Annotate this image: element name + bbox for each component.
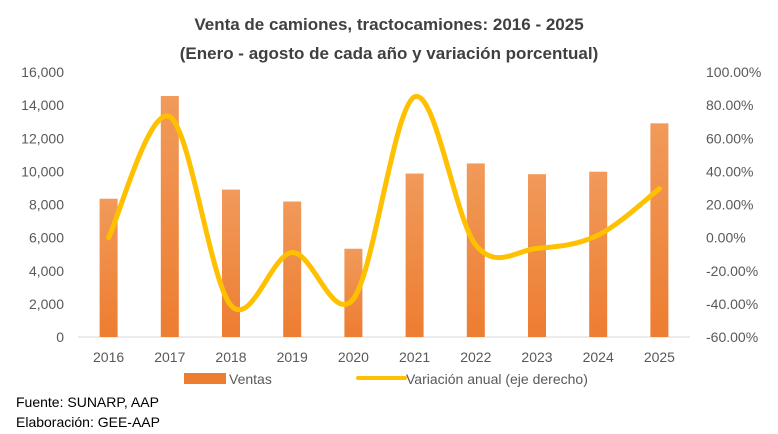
left-axis: 0 2,000 4,000 6,000 8,000 10,000 12,000 14,000 1… [21, 64, 64, 345]
left-tick-label: 6,000 [29, 230, 64, 246]
right-tick-label: -40.00% [706, 296, 758, 312]
x-tick-label: 2022 [460, 349, 491, 365]
right-tick-label: -20.00% [706, 263, 758, 279]
left-tick-label: 4,000 [29, 263, 64, 279]
bar-2022 [466, 163, 485, 337]
x-tick-label: 2016 [93, 349, 124, 365]
left-tick-label: 16,000 [21, 64, 64, 80]
x-tick-label: 2023 [521, 349, 552, 365]
x-tick-label: 2019 [277, 349, 308, 365]
variation-line [106, 94, 662, 313]
bar-2020 [344, 248, 363, 337]
left-tick-label: 2,000 [29, 296, 64, 312]
right-tick-label: 40.00% [706, 163, 753, 179]
left-tick-label: 12,000 [21, 130, 64, 146]
x-tick-label: 2025 [644, 349, 675, 365]
elaboration-note: Elaboración: GEE-AAP [16, 414, 160, 430]
x-axis-labels: 2016 2017 2018 2019 2020 2021 2022 2023 2024 2025 [93, 349, 675, 365]
x-tick-label: 2018 [215, 349, 246, 365]
right-tick-label: 60.00% [706, 130, 753, 146]
legend: Ventas Variación anual (eje derecho) [184, 371, 588, 387]
right-tick-label: 100.00% [706, 64, 761, 80]
left-tick-label: 10,000 [21, 163, 64, 179]
bar-2023 [528, 174, 546, 337]
legend-line-label: Variación anual (eje derecho) [406, 371, 588, 387]
source-note: Fuente: SUNARP, AAP [16, 394, 159, 410]
bar-2019 [283, 201, 302, 337]
bar-2017 [160, 96, 179, 337]
bar-2025 [650, 123, 669, 337]
x-tick-label: 2020 [338, 349, 369, 365]
ventas-bars [99, 96, 669, 337]
bar-2018 [222, 189, 240, 337]
left-tick-label: 8,000 [29, 197, 64, 213]
left-tick-label: 0 [56, 329, 64, 345]
bar-2021 [405, 173, 424, 337]
right-tick-label: -60.00% [706, 329, 758, 345]
left-tick-label: 14,000 [21, 97, 64, 113]
right-tick-label: 0.00% [706, 230, 746, 246]
right-tick-label: 20.00% [706, 197, 753, 213]
chart-title: Venta de camiones, tractocamiones: 2016 … [194, 15, 583, 34]
bar-2024 [589, 171, 608, 337]
legend-bar-swatch [184, 373, 226, 384]
right-tick-label: 80.00% [706, 97, 753, 113]
chart-subtitle: (Enero - agosto de cada año y variación … [180, 44, 598, 63]
x-tick-label: 2021 [399, 349, 430, 365]
x-tick-label: 2017 [154, 349, 185, 365]
legend-bar-label: Ventas [229, 371, 272, 387]
x-tick-label: 2024 [583, 349, 614, 365]
right-axis: -60.00% -40.00% -20.00% 0.00% 20.00% 40.00% 60… [706, 64, 761, 345]
